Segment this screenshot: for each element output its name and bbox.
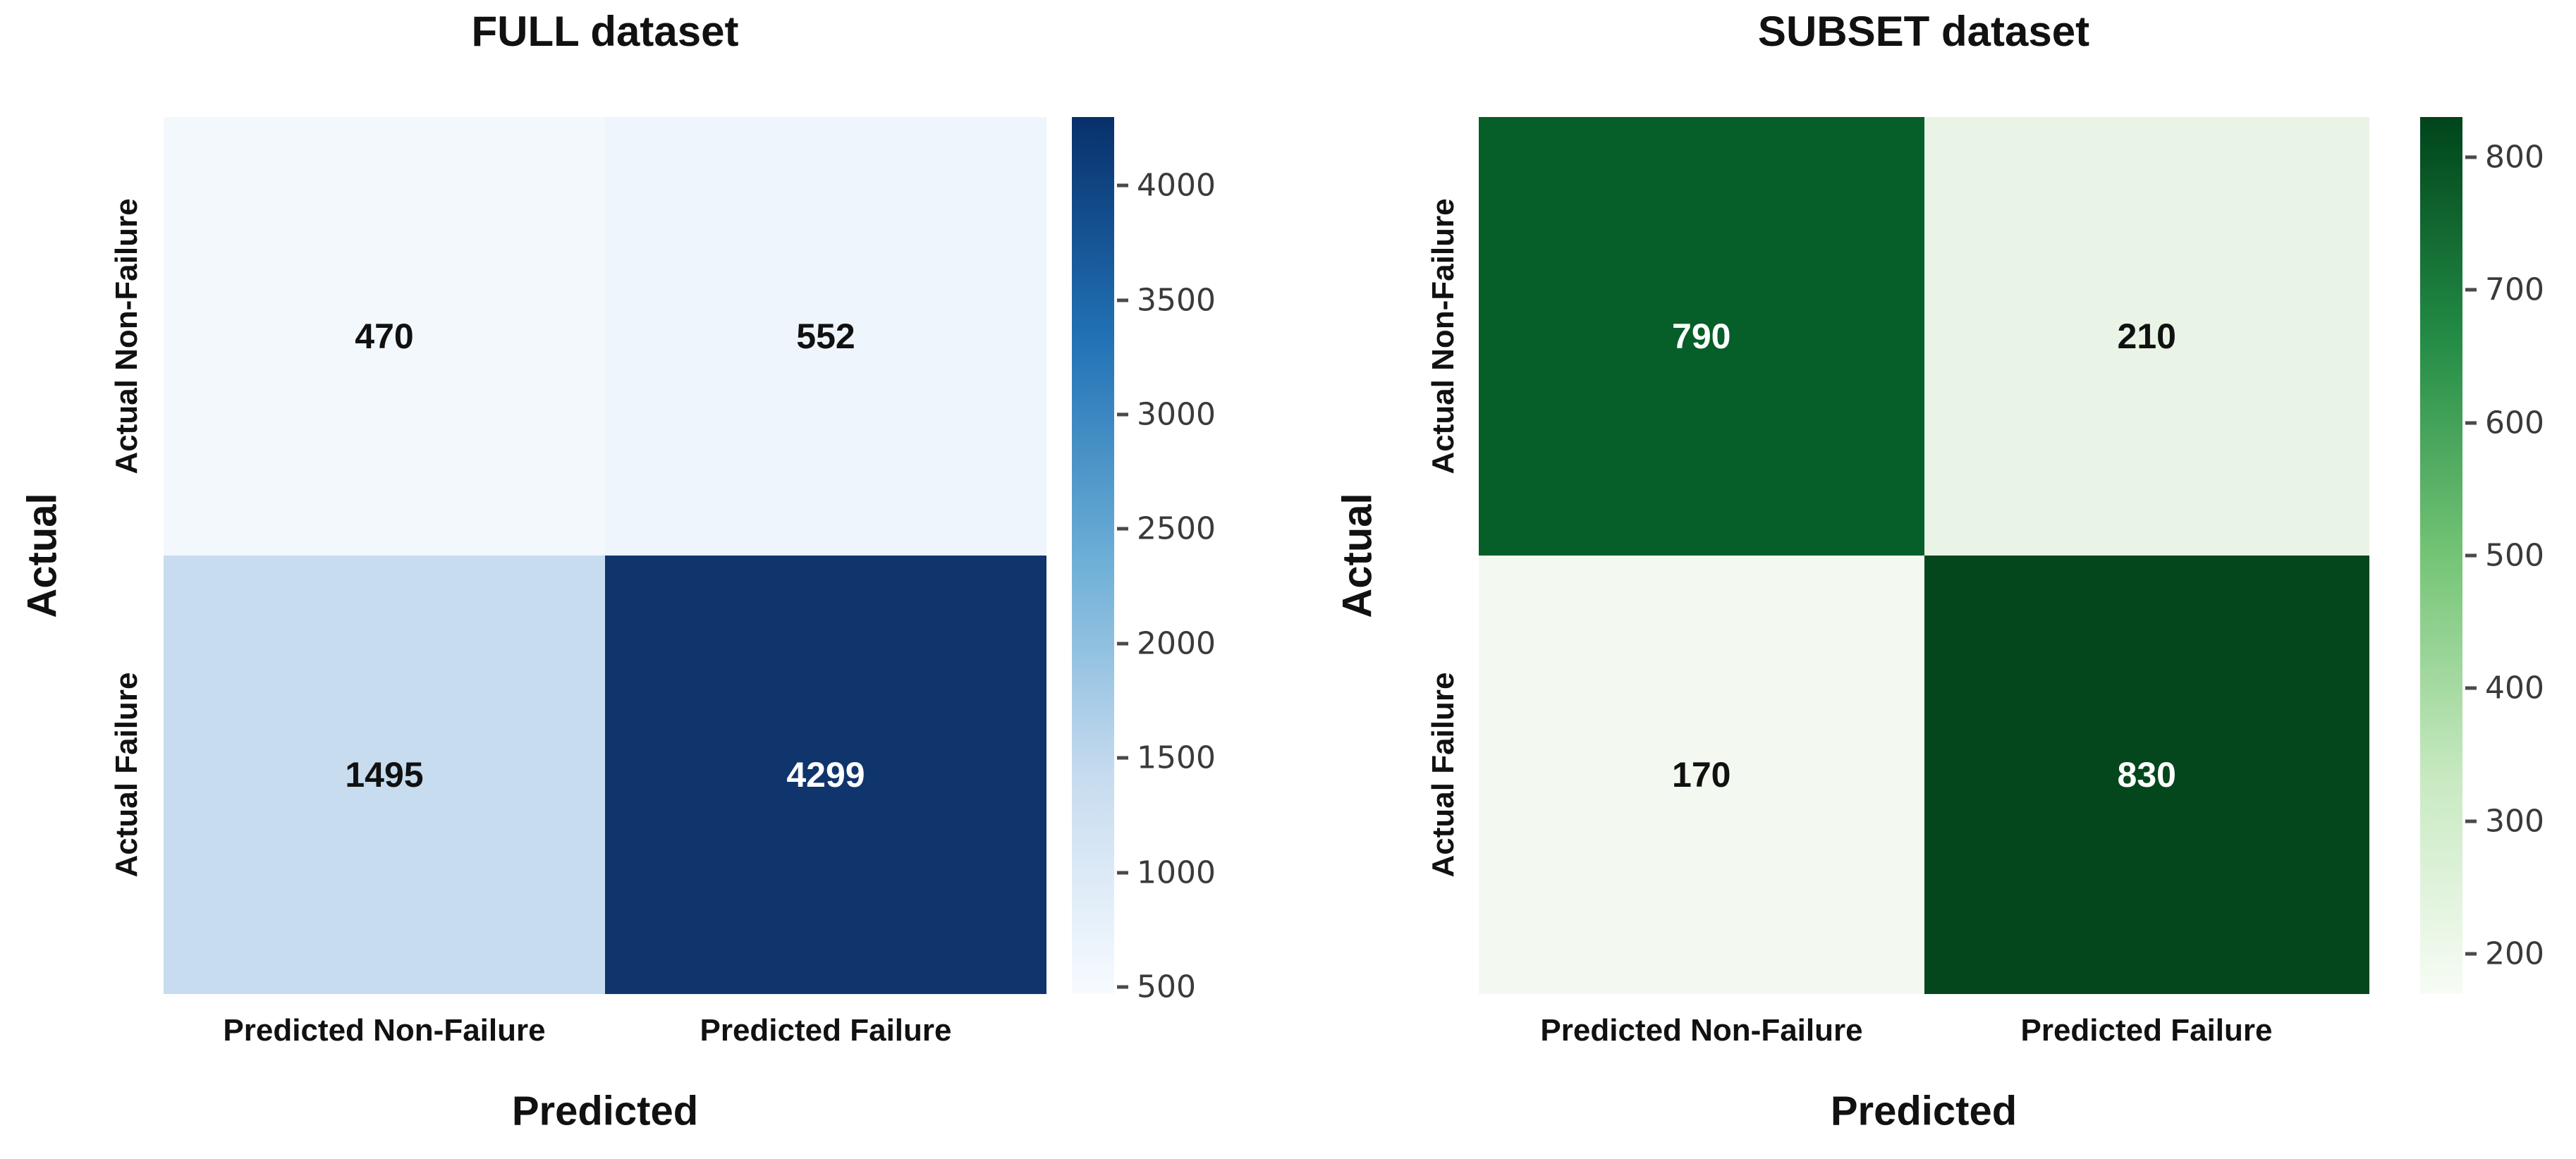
y-axis-label: Actual [19,493,66,618]
x-tick-label-predicted-non-failure: Predicted Non-Failure [1540,1013,1863,1048]
heatmap-cell-false-positive: 552 [605,117,1046,556]
colorbar-tick [1117,871,1128,875]
y-tick-label-actual-failure: Actual Failure [109,672,144,878]
colorbar-tick [2465,155,2477,159]
cell-value: 470 [355,317,414,356]
colorbar-tick-label: 200 [2485,936,2544,972]
heatmap-cell-false-negative: 1495 [164,556,605,994]
cell-value: 552 [796,317,855,356]
colorbar-tick-label: 1000 [1137,854,1216,891]
y-axis-label: Actual [1334,493,1381,618]
colorbar-gradient-greens [2420,117,2462,994]
heatmap-cell-false-negative: 170 [1479,556,1924,994]
colorbar-tick [1117,298,1128,302]
colorbar-tick-label: 2500 [1137,510,1216,547]
colorbar-tick-label: 300 [2485,803,2544,840]
colorbar-gradient-blues [1072,117,1114,994]
cell-value: 790 [1672,317,1731,356]
heatmap-cell-true-positive: 830 [1924,556,2369,994]
heatmap-cell-true-negative: 790 [1479,117,1924,556]
heatmap-cell-true-negative: 470 [164,117,605,556]
colorbar-tick-label: 500 [1137,969,1196,1005]
heatmap-cell-false-positive: 210 [1924,117,2369,556]
y-tick-label-actual-non-failure: Actual Non-Failure [109,198,144,474]
colorbar-tick-label: 3000 [1137,396,1216,433]
colorbar-tick-label: 700 [2485,271,2544,308]
x-tick-label-predicted-failure: Predicted Failure [2020,1013,2273,1048]
colorbar-tick-label: 500 [2485,537,2544,574]
colorbar-tick [1117,985,1128,989]
cell-value: 1495 [345,755,424,795]
colorbar-tick-label: 2000 [1137,625,1216,662]
colorbar-tick [1117,527,1128,531]
colorbar-tick [2465,421,2477,424]
x-axis-label: Predicted [511,1088,699,1134]
heatmap-subset-dataset: 790 210 170 830 [1479,117,2369,994]
colorbar-tick-label: 4000 [1137,167,1216,204]
colorbar-subset-dataset: 800 700 600 500 400 300 200 [2420,117,2544,994]
colorbar-tick [2465,686,2477,690]
cell-value: 170 [1672,755,1731,795]
cell-value: 830 [2117,755,2176,795]
colorbar-tick-label: 400 [2485,670,2544,706]
x-axis-label: Predicted [1830,1088,2018,1134]
colorbar-full-dataset: 4000 3500 3000 2500 2000 1500 1000 500 [1072,117,1216,1005]
heatmap-cell-true-positive: 4299 [605,556,1046,994]
colorbar-tick-label: 800 [2485,139,2544,176]
cell-value: 210 [2117,317,2176,356]
colorbar-tick [2465,553,2477,558]
colorbar-tick [1117,183,1128,188]
colorbar-tick [2465,819,2477,823]
chart-title-subset-dataset: SUBSET dataset [1757,8,2090,55]
x-tick-label-predicted-failure: Predicted Failure [700,1013,952,1048]
colorbar-tick-label: 3500 [1137,282,1216,319]
heatmap-full-dataset: 470 552 1495 4299 [164,117,1046,994]
colorbar-tick [2465,288,2477,292]
y-tick-label-actual-failure: Actual Failure [1426,672,1460,878]
colorbar-tick [2465,952,2477,956]
colorbar-tick [1117,642,1128,646]
colorbar-tick-label: 1500 [1137,740,1216,776]
y-tick-label-actual-non-failure: Actual Non-Failure [1426,198,1460,474]
colorbar-tick [1117,412,1128,417]
cell-value: 4299 [786,755,865,795]
x-tick-label-predicted-non-failure: Predicted Non-Failure [223,1013,546,1048]
chart-title-full-dataset: FULL dataset [471,8,739,55]
colorbar-tick-label: 600 [2485,405,2544,441]
colorbar-tick [1117,756,1128,760]
